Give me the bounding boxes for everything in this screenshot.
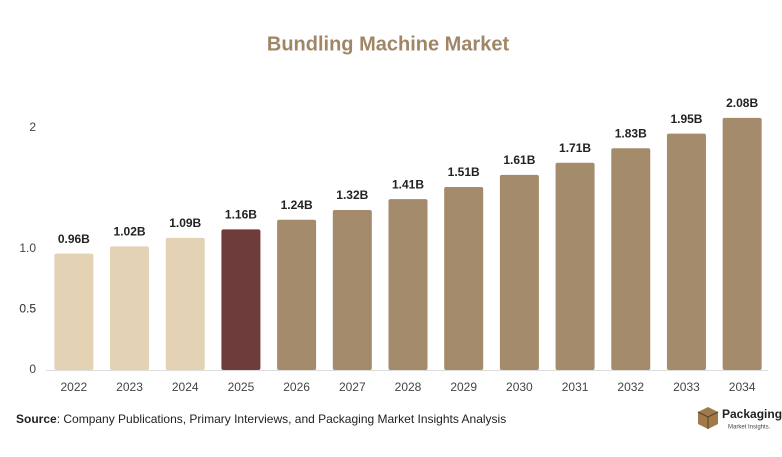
- x-tick-label: 2026: [283, 380, 310, 394]
- bar: [277, 219, 317, 370]
- x-tick-label: 2025: [228, 380, 255, 394]
- logo-title: Packaging: [722, 407, 782, 421]
- x-tick-label: 2032: [617, 380, 644, 394]
- x-tick-label: 2023: [116, 380, 143, 394]
- bar: [611, 148, 651, 370]
- x-tick-label: 2028: [395, 380, 422, 394]
- bar: [221, 229, 261, 370]
- x-tick-label: 2034: [729, 380, 756, 394]
- bar: [388, 199, 428, 370]
- value-label: 2.08B: [726, 96, 758, 110]
- y-tick-label: 0.5: [19, 302, 36, 316]
- x-tick-label: 2022: [60, 380, 87, 394]
- bar: [499, 174, 539, 370]
- bar: [722, 117, 762, 371]
- value-label: 1.09B: [169, 216, 201, 230]
- bar: [165, 237, 205, 370]
- source: Source: Company Publications, Primary In…: [16, 412, 506, 426]
- value-label: 0.96B: [58, 232, 90, 246]
- y-tick-label: 2: [29, 120, 36, 134]
- chart-title: Bundling Machine Market: [267, 33, 510, 55]
- bar: [110, 246, 150, 370]
- value-label: 1.24B: [281, 198, 313, 212]
- source-label: Source: [16, 412, 57, 426]
- x-tick-label: 2029: [450, 380, 477, 394]
- bar: [666, 133, 706, 370]
- value-label: 1.51B: [448, 165, 480, 179]
- value-label: 1.41B: [392, 177, 424, 191]
- x-tick-label: 2024: [172, 380, 199, 394]
- value-label: 1.61B: [503, 153, 535, 167]
- value-label: 1.71B: [559, 141, 591, 155]
- logo-subtitle: Market Insights.: [728, 425, 771, 431]
- source-text: : Company Publications, Primary Intervie…: [57, 412, 507, 426]
- y-tick-label: 1.0: [19, 241, 36, 255]
- value-label: 1.32B: [336, 188, 368, 202]
- bar: [555, 162, 595, 370]
- value-label: 1.83B: [615, 126, 647, 140]
- x-tick-label: 2030: [506, 380, 533, 394]
- y-tick-label: 0: [29, 362, 36, 376]
- value-label: 1.95B: [670, 112, 702, 126]
- logo: Packaging Market Insights.: [697, 407, 782, 431]
- bar: [332, 210, 372, 370]
- x-tick-label: 2027: [339, 380, 366, 394]
- x-tick-label: 2033: [673, 380, 700, 394]
- value-label: 1.16B: [225, 208, 257, 222]
- value-label: 1.02B: [114, 225, 146, 239]
- logo-icon-lines: [697, 411, 719, 429]
- bar: [54, 253, 94, 370]
- bar: [444, 186, 484, 370]
- x-tick-label: 2031: [562, 380, 589, 394]
- y-tick-label: 0.5: [19, 302, 36, 316]
